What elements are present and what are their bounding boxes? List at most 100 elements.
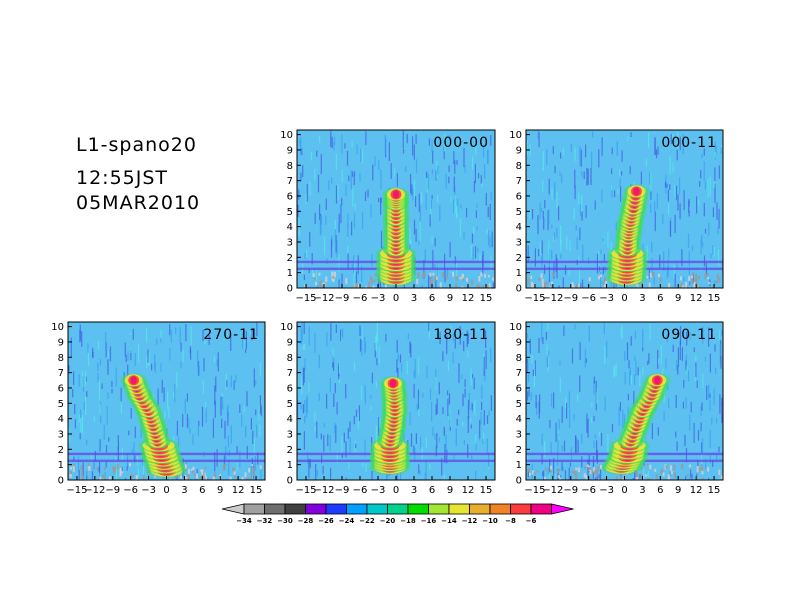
y-tick-label: 7 — [516, 368, 522, 379]
y-tick-label: 6 — [516, 191, 522, 202]
y-tick-label: 4 — [516, 222, 522, 233]
x-tick-label: −3 — [141, 485, 156, 496]
colorbar-cell — [366, 503, 388, 515]
x-tick-label: −15 — [524, 485, 545, 496]
x-tick-label: 3 — [639, 293, 645, 304]
colorbar: −34 −32 −30 −28 −26 −24 −22 −20 −18 −16 −14 −12 −10−… — [221, 503, 574, 525]
x-tick-label: −9 — [105, 485, 120, 496]
x-tick-label: −9 — [563, 293, 578, 304]
x-tick-label: 6 — [429, 293, 435, 304]
y-tick-label: 1 — [58, 460, 64, 471]
y-tick-label: 10 — [280, 322, 293, 333]
x-tick-label: 9 — [217, 485, 223, 496]
y-tick-label: 2 — [58, 445, 64, 456]
y-tick-label: 6 — [516, 383, 522, 394]
y-tick-label: 0 — [516, 476, 522, 487]
y-tick-label: 9 — [58, 337, 64, 348]
x-tick-label: −3 — [599, 293, 614, 304]
x-tick-label: 12 — [690, 293, 703, 304]
figure-title: L1-spano20 — [76, 134, 197, 156]
x-tick-label: −6 — [353, 485, 368, 496]
y-tick-label: 7 — [516, 176, 522, 187]
y-tick-label: 1 — [287, 460, 293, 471]
y-tick-label: 5 — [58, 399, 64, 410]
colorbar-label: −28 — [298, 517, 314, 525]
y-tick-label: 7 — [287, 176, 293, 187]
x-tick-label: −9 — [563, 485, 578, 496]
y-tick-label: 8 — [516, 161, 522, 172]
x-tick-label: 3 — [181, 485, 187, 496]
y-tick-label: 4 — [516, 414, 522, 425]
colorbar-cell — [530, 503, 552, 515]
x-tick-label: 12 — [462, 485, 475, 496]
y-tick-label: 2 — [516, 253, 522, 264]
y-tick-label: 3 — [516, 237, 522, 248]
x-tick-label: 0 — [393, 293, 399, 304]
y-tick-label: 2 — [287, 253, 293, 264]
y-tick-label: 5 — [287, 399, 293, 410]
x-tick-label: 15 — [250, 485, 263, 496]
figure-time: 12:55JST — [76, 167, 169, 189]
y-tick-label: 1 — [287, 268, 293, 279]
x-tick-label: −12 — [542, 485, 563, 496]
x-tick-label: 3 — [411, 293, 417, 304]
colorbar-cell — [387, 503, 409, 515]
colorbar-label: −34 — [236, 517, 252, 525]
y-tick-label: 3 — [58, 429, 64, 440]
colorbar-cell — [448, 503, 470, 515]
y-tick-label: 7 — [58, 368, 64, 379]
colorbar-label: −26 — [318, 517, 334, 525]
colorbar-label: −20 — [380, 517, 396, 525]
y-tick-label: 0 — [287, 284, 293, 295]
x-tick-label: −3 — [371, 293, 386, 304]
y-tick-label: 5 — [516, 207, 522, 218]
y-tick-label: 5 — [287, 207, 293, 218]
x-tick-label: −6 — [581, 485, 596, 496]
y-tick-label: 3 — [516, 429, 522, 440]
x-tick-label: −9 — [335, 293, 350, 304]
x-tick-label: 6 — [657, 293, 663, 304]
x-tick-label: 9 — [675, 485, 681, 496]
x-tick-label: −15 — [295, 485, 316, 496]
colorbar-cell — [489, 503, 511, 515]
x-tick-label: 0 — [621, 293, 627, 304]
y-tick-label: 3 — [287, 237, 293, 248]
y-tick-label: 5 — [516, 399, 522, 410]
colorbar-label: −18 — [400, 517, 416, 525]
colorbar-cell — [407, 503, 429, 515]
x-tick-label: 15 — [480, 485, 493, 496]
panel-label: 000-00 — [433, 135, 489, 151]
colorbar-label: −6 — [526, 517, 537, 525]
x-tick-label: −6 — [581, 293, 596, 304]
panel-label: 000-11 — [661, 135, 717, 151]
y-tick-label: 9 — [287, 337, 293, 348]
x-tick-label: −15 — [295, 293, 316, 304]
x-tick-label: 15 — [708, 293, 721, 304]
colorbar-label: −10 — [482, 517, 498, 525]
colorbar-label: −22 — [359, 517, 375, 525]
x-tick-label: 9 — [447, 485, 453, 496]
y-tick-label: 2 — [287, 445, 293, 456]
x-tick-label: −15 — [66, 485, 87, 496]
y-tick-label: 9 — [516, 337, 522, 348]
y-tick-label: 1 — [516, 460, 522, 471]
y-tick-label: 6 — [58, 383, 64, 394]
colorbar-label: −8 — [505, 517, 516, 525]
x-tick-label: 15 — [480, 293, 493, 304]
colorbar-cell — [264, 503, 286, 515]
x-tick-label: 15 — [708, 485, 721, 496]
y-tick-label: 4 — [287, 414, 293, 425]
x-tick-label: 9 — [447, 293, 453, 304]
y-tick-label: 0 — [287, 476, 293, 487]
figure-date: 05MAR2010 — [76, 192, 201, 214]
y-tick-label: 10 — [51, 322, 64, 333]
x-tick-label: −12 — [84, 485, 105, 496]
x-tick-label: 12 — [690, 485, 703, 496]
colorbar-label: −12 — [462, 517, 478, 525]
x-tick-label: −12 — [313, 485, 334, 496]
